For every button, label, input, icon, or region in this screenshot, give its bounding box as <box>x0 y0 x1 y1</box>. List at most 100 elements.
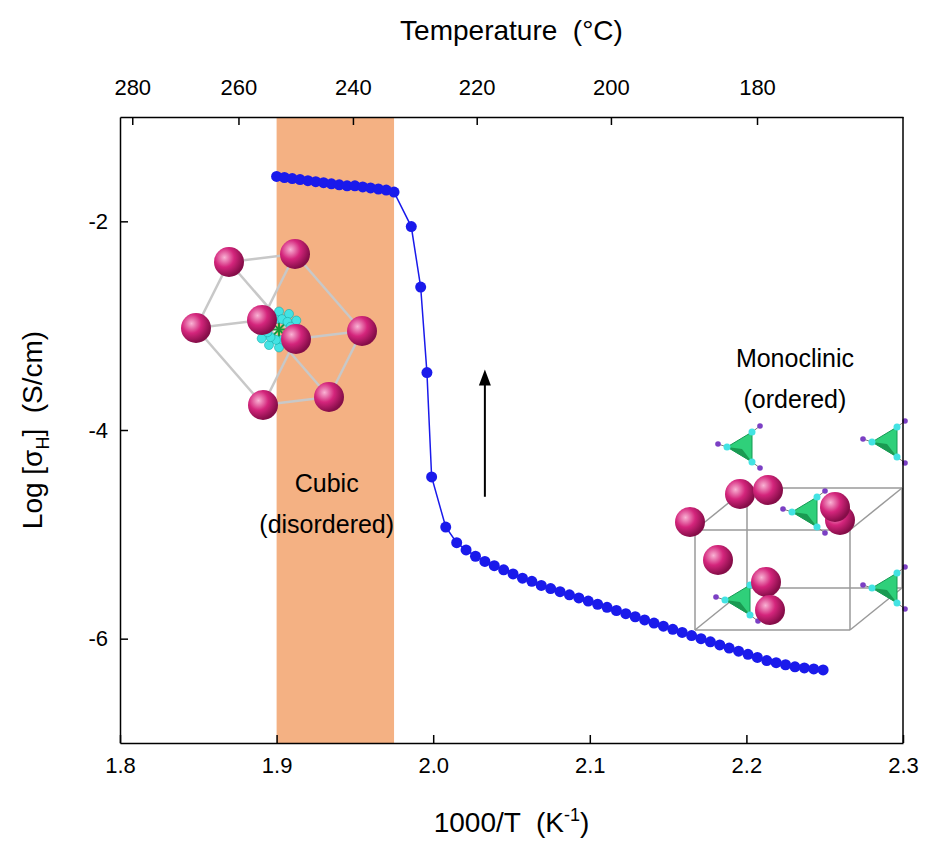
tetrahedron-face <box>727 447 752 462</box>
y-tick: -4 <box>88 418 128 443</box>
atom-o <box>749 459 756 466</box>
data-point <box>508 568 519 579</box>
data-point <box>489 560 500 571</box>
frame-right <box>902 117 904 743</box>
x2-tick-mark <box>611 117 613 125</box>
data-point <box>733 646 744 657</box>
y-tick: -2 <box>88 209 128 234</box>
data-point <box>761 655 772 666</box>
data-layer <box>271 171 829 675</box>
y-axis-title-text: Log [σ <box>17 450 48 530</box>
atom-h <box>757 465 763 471</box>
annotation-line: (ordered) <box>744 385 847 413</box>
data-point <box>611 605 622 616</box>
atom-h <box>860 582 866 588</box>
chart: 1.81.92.02.12.22.3280260240220200180-6-4… <box>0 0 928 854</box>
x-tick-label: 2.0 <box>418 753 449 778</box>
data-point <box>573 592 584 603</box>
x-tick-label: 2.1 <box>575 753 606 778</box>
data-point <box>752 652 763 663</box>
data-point <box>426 471 437 482</box>
x-tick-label: 1.9 <box>262 753 293 778</box>
data-point <box>620 608 631 619</box>
y-tick-label: -6 <box>88 626 108 651</box>
tetrahedron-face <box>872 442 897 457</box>
y-tick-label: -2 <box>88 209 108 234</box>
data-point <box>461 544 472 555</box>
data-point <box>808 663 819 674</box>
x-axis-line <box>121 743 904 745</box>
x-tick-mark <box>433 735 435 743</box>
data-point <box>658 621 669 632</box>
data-point <box>479 556 490 567</box>
data-point <box>686 630 697 641</box>
y-axis: -6 -4 -2 <box>88 118 128 744</box>
x-tick-mark <box>590 735 592 743</box>
x2-tick-mark <box>132 117 134 125</box>
atom-cation <box>820 492 850 522</box>
data-point <box>714 639 725 650</box>
x2-tick: 180 <box>739 75 776 125</box>
crystal-illustrations <box>181 239 908 630</box>
data-point <box>555 586 566 597</box>
tetrahedron <box>725 585 750 615</box>
atom-cation <box>347 316 377 346</box>
cubic-structure <box>181 239 377 420</box>
x2-tick-label: 200 <box>593 75 630 100</box>
x2-axis-line <box>121 117 904 119</box>
cell-edge <box>695 529 850 531</box>
x2-tick-label: 240 <box>335 75 372 100</box>
tetrahedron-face <box>792 512 817 527</box>
data-point <box>536 580 547 591</box>
x-axis-title-suffix: ) <box>580 807 589 838</box>
cell-edge <box>196 328 263 405</box>
atom-h <box>715 441 721 447</box>
atom-h <box>780 506 786 512</box>
data-point <box>545 583 556 594</box>
x-tick: 2.1 <box>575 735 606 778</box>
data-point <box>639 614 650 625</box>
atom-cation <box>725 479 755 509</box>
y-axis-title-subscript: H <box>33 437 53 450</box>
atom-o <box>722 597 729 604</box>
data-point <box>724 643 735 654</box>
x2-tick-mark <box>353 117 355 125</box>
atom-o <box>789 509 796 516</box>
atom-o <box>869 439 876 446</box>
data-point <box>498 564 509 575</box>
data-point <box>440 522 451 533</box>
data-point <box>517 573 528 584</box>
data-point <box>451 537 462 548</box>
x2-tick-mark <box>476 117 478 125</box>
tetrahedron <box>872 573 897 603</box>
atom-o <box>724 444 731 451</box>
data-point <box>705 636 716 647</box>
axes-layer: 1.81.92.02.12.22.3280260240220200180-6-4… <box>88 75 918 778</box>
atom-h <box>713 594 719 600</box>
atom-cation <box>703 545 733 575</box>
atom-o <box>747 612 754 619</box>
data-point <box>742 649 753 660</box>
y-tick-mark <box>120 638 128 640</box>
data-point <box>470 551 481 562</box>
x-axis-title: 1000/T (K-1) <box>434 805 590 838</box>
atom-o <box>869 585 876 592</box>
y-axis-title: Log [σH] (S/cm) <box>17 331 53 529</box>
x2-axis: 280260240220200180 <box>114 75 903 125</box>
x-tick: 2.0 <box>418 735 449 778</box>
atom-cation <box>281 324 311 354</box>
arrow-head <box>479 369 491 385</box>
atom-cation <box>314 382 344 412</box>
x-tick: 2.2 <box>732 735 763 778</box>
tetrahedron-face <box>872 588 897 603</box>
atom-o <box>894 424 901 431</box>
cell-edge <box>694 530 696 630</box>
tetrahedron-face <box>725 600 750 615</box>
cell-edge <box>229 262 296 339</box>
atom-h <box>757 423 763 429</box>
x2-tick-label: 180 <box>739 75 776 100</box>
y-tick-label: -4 <box>88 418 108 443</box>
atom-cation <box>751 567 781 597</box>
data-point <box>415 282 426 293</box>
x2-tick-label: 260 <box>221 75 258 100</box>
